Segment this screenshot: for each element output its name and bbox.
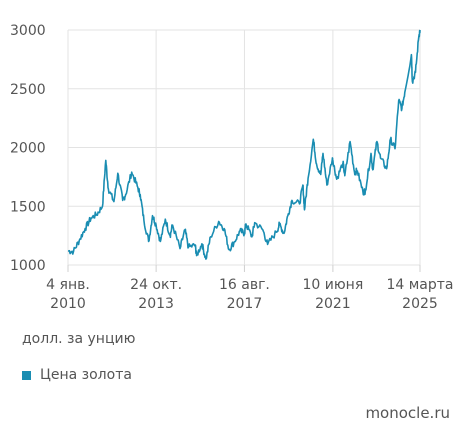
y-tick-label: 2000 [10,141,46,157]
y-tick-label: 3000 [10,23,46,39]
y-tick-label: 1500 [10,199,46,215]
y-tick-label: 2500 [10,82,46,98]
chart: 1000 1500 2000 2500 3000 4 янв. 2010 24 окт. 20… [10,23,454,312]
legend-label: Цена золота [40,367,132,383]
x-tick-label-year: 2013 [138,296,174,312]
unit-label: долл. за унцию [22,331,136,347]
x-axis-ticks: 4 янв. 2010 24 окт. 2013 16 авг. 2017 10 июня 2… [46,265,454,312]
legend: Цена золота [22,367,132,383]
x-tick-label-year: 2017 [227,296,263,312]
y-tick-label: 1000 [10,258,46,274]
x-tick-label-year: 2021 [315,296,351,312]
x-tick-label-date: 14 марта [386,277,453,293]
x-tick-label-date: 4 янв. [46,277,90,293]
x-tick-label-date: 10 июня [303,277,364,293]
gold-price-line [67,29,421,260]
source-label: monocle.ru [365,404,450,422]
x-tick-label-year: 2025 [402,296,438,312]
x-tick-label-date: 24 окт. [130,277,182,293]
x-tick-label-date: 16 авг. [219,277,270,293]
y-axis-ticks: 1000 1500 2000 2500 3000 [10,23,46,274]
x-tick-label-year: 2010 [50,296,86,312]
legend-swatch [22,370,31,380]
